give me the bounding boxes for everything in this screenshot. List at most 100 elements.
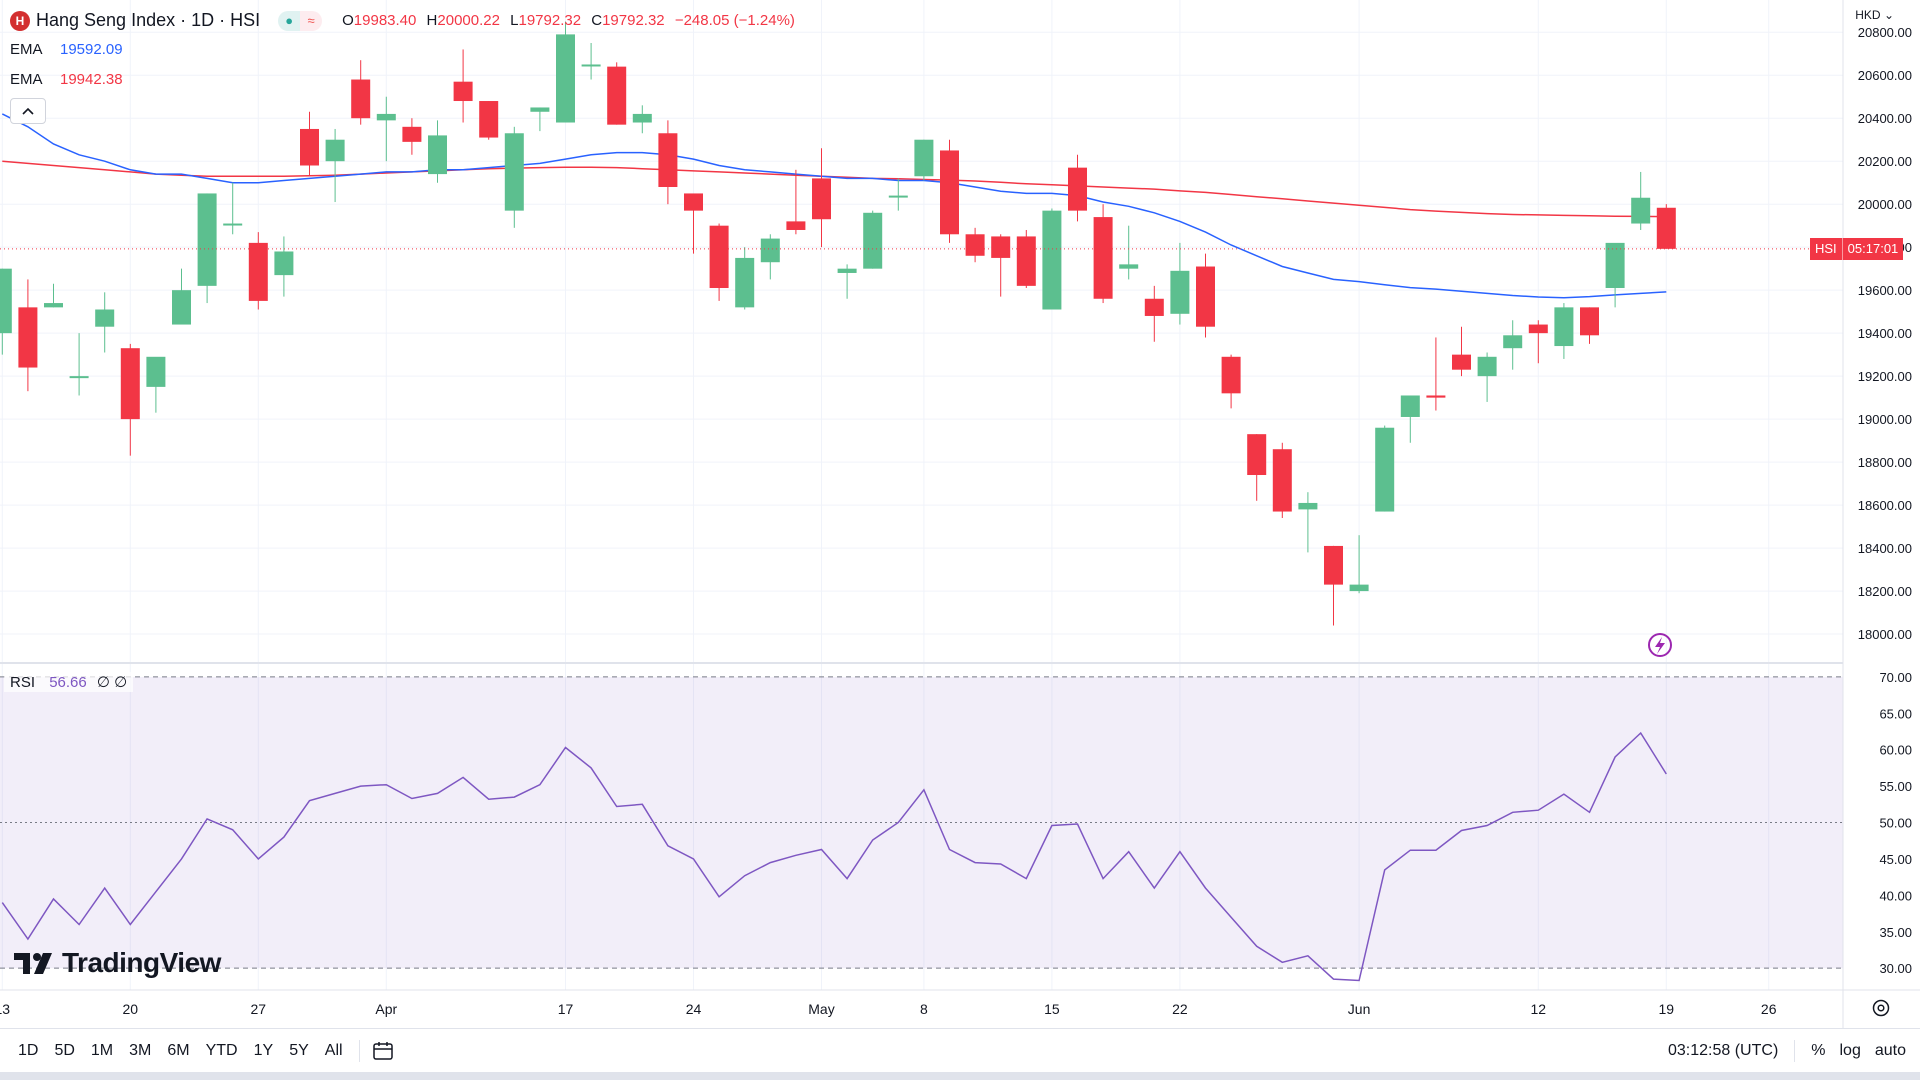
range-all-button[interactable]: All [324,1042,343,1059]
candle [44,283,63,308]
candle-body [351,79,371,119]
candle [530,107,550,132]
range-ytd-button[interactable]: YTD [205,1042,238,1059]
candle [658,120,678,205]
candle-body [146,356,166,387]
settings-gear-icon[interactable] [1870,997,1892,1019]
candle [965,227,985,263]
range-3m-button[interactable]: 3M [129,1042,152,1059]
candle [428,120,447,183]
candle-body [1452,354,1471,370]
time-axis-tick-label: 20 [123,1001,139,1017]
candle [1349,535,1369,594]
flash-alert-icon[interactable] [1648,633,1672,657]
ema-legend-slow[interactable]: EMA 19942.38 [10,71,123,88]
range-1m-button[interactable]: 1M [90,1042,114,1059]
candle-body [376,113,396,121]
candle [837,264,857,299]
auto-scale-button[interactable]: auto [1874,1042,1906,1059]
candle [0,268,12,355]
candle [120,343,140,456]
candle-body [786,221,806,230]
tradingview-logo-icon [14,953,52,974]
candle [991,234,1011,297]
candle-body [1221,356,1241,394]
candle [1477,352,1497,402]
time-axis-tick-label: 24 [686,1001,702,1017]
candle-body [1196,266,1215,327]
candle [1170,242,1190,325]
candle-body [684,193,703,211]
candle-body [914,139,934,177]
candle-body [1426,395,1446,398]
currency-selector[interactable]: HKD ⌄ [1855,8,1894,22]
candle [1554,303,1574,359]
candles [0,21,1676,626]
time-axis-tick-label: 12 [1531,1001,1547,1017]
candle [1375,425,1395,512]
candle [1093,204,1113,304]
candle [274,236,294,297]
candle [248,232,268,310]
candle-body [1247,434,1267,476]
candle [197,193,217,304]
bottom-panel-border [0,1072,1920,1080]
candle-body [504,133,524,211]
market-status-badges[interactable]: ● ≈ [278,10,323,31]
candle [172,268,191,325]
high-value: 20000.22 [437,12,500,29]
candle [453,49,473,123]
candle-body [223,223,243,226]
price-axis-tick-label: 20800.00 [1858,25,1912,40]
log-scale-button[interactable]: log [1839,1042,1861,1059]
market-open-icon: ● [278,10,301,31]
chart-canvas[interactable]: 18000.00 18200.00 18400.00 18600.00 18800.00… [0,0,1920,1028]
rsi-line-group [1,731,1667,982]
candle-body [1605,242,1625,289]
candle [300,111,319,177]
rsi-value: 56.66 [49,674,87,691]
rsi-axis-tick-label: 50.00 [1879,816,1912,831]
change-value: −248.05 (−1.24%) [674,12,795,29]
symbol-title[interactable]: Hang Seng Index · 1D · HSI [36,10,261,30]
bottom-toolbar: 1D 5D 1M 3M 6M YTD 1Y 5Y All 03:12:58 (U… [0,1028,1920,1073]
candle [863,210,883,269]
range-1y-button[interactable]: 1Y [253,1042,274,1059]
candle-body [300,128,319,166]
ema-slow-line [2,160,1667,218]
candle [402,118,422,155]
range-5d-button[interactable]: 5D [54,1042,75,1059]
candle-body [1119,264,1139,269]
price-axis-tick-label: 20600.00 [1858,68,1912,83]
percent-scale-button[interactable]: % [1811,1042,1826,1059]
candle-body [760,238,780,263]
range-6m-button[interactable]: 6M [167,1042,190,1059]
tradingview-watermark[interactable]: TradingView [14,947,221,979]
clock-time[interactable]: 03:12:58 (UTC) [1668,1042,1779,1059]
candle-body [1068,167,1087,211]
ema-legend-fast[interactable]: EMA 19592.09 [10,41,123,58]
candle-body [44,303,63,308]
candle [1580,307,1599,344]
rsi-legend[interactable]: RSI 56.66 ∅ ∅ [4,672,134,692]
price-axis-tick-label: 20200.00 [1858,154,1912,169]
candle [223,182,243,235]
candle [1221,354,1241,409]
time-axis-tick-label: 19 [1659,1001,1675,1017]
candle-body [1554,307,1574,347]
low-label: L [510,12,519,29]
candle-body [1580,307,1599,336]
toolbar-divider-right [1794,1040,1796,1062]
last-price-symbol: HSI [1810,237,1843,260]
calendar-goto-icon[interactable] [372,1040,394,1062]
candle [1119,225,1139,280]
candle [607,62,627,125]
candle [1400,395,1420,443]
collapse-legend-button[interactable] [10,98,46,124]
watermark-text: TradingView [62,947,221,978]
rsi-axis-tick-label: 40.00 [1879,888,1912,903]
range-1d-button[interactable]: 1D [18,1042,39,1059]
candle [709,223,729,301]
candle-body [1144,298,1164,316]
range-5y-button[interactable]: 5Y [289,1042,309,1059]
